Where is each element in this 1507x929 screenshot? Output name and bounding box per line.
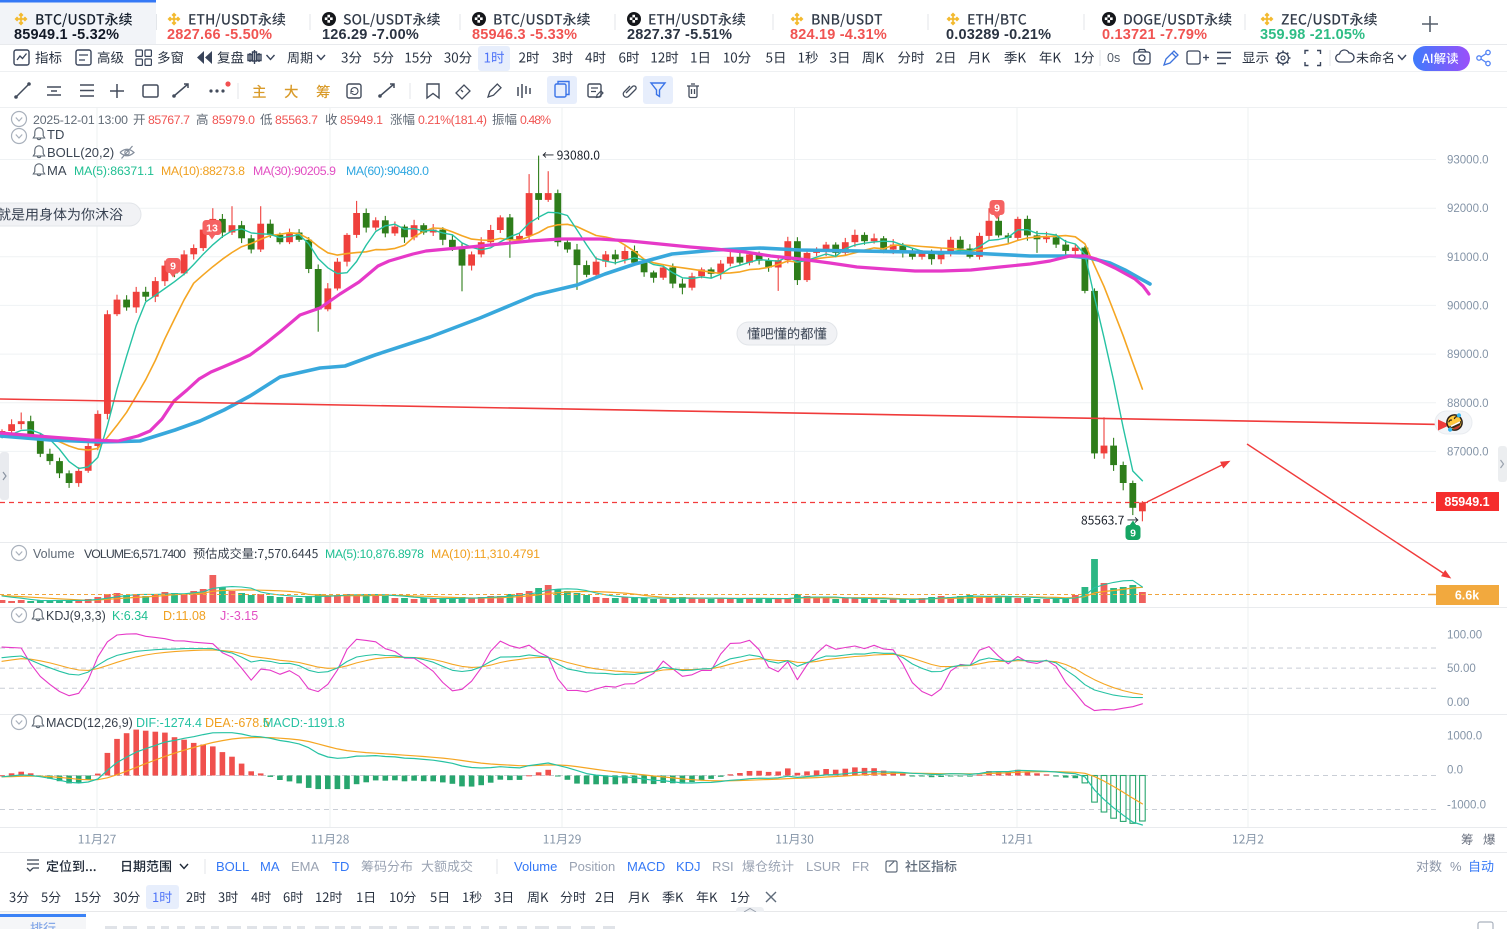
svg-text:MA(60):90480.0: MA(60):90480.0 <box>346 164 429 178</box>
svg-text:MA: MA <box>260 859 280 874</box>
svg-text:KDJ(9,3,3): KDJ(9,3,3) <box>46 609 106 623</box>
svg-text:93000.0: 93000.0 <box>1447 155 1489 167</box>
svg-text:85563.7: 85563.7 <box>275 113 318 127</box>
svg-text:13: 13 <box>206 222 218 234</box>
svg-text:2025-12-01 13:00: 2025-12-01 13:00 <box>33 113 128 127</box>
svg-text:J:-3.15: J:-3.15 <box>220 609 258 623</box>
svg-text:9: 9 <box>994 202 1000 214</box>
svg-text:MA: MA <box>47 163 67 178</box>
svg-text:92000.0: 92000.0 <box>1447 203 1489 215</box>
svg-text:89000.0: 89000.0 <box>1447 349 1489 361</box>
svg-text:0.48%: 0.48% <box>520 113 551 127</box>
svg-text:9: 9 <box>170 260 176 272</box>
svg-text:Volume: Volume <box>33 547 75 561</box>
svg-text:88000.0: 88000.0 <box>1447 398 1489 410</box>
svg-text:-1000.0: -1000.0 <box>1447 800 1486 812</box>
svg-text:85949.1: 85949.1 <box>340 113 383 127</box>
svg-text:85946.3 -5.33%: 85946.3 -5.33% <box>472 27 577 43</box>
svg-text:0.00: 0.00 <box>1447 697 1469 709</box>
svg-text:BOLL(20,2): BOLL(20,2) <box>47 145 114 160</box>
svg-text:0.21%(181.4): 0.21%(181.4) <box>418 113 487 127</box>
svg-text:1000.0: 1000.0 <box>1447 731 1482 743</box>
svg-text:K:6.34: K:6.34 <box>112 609 148 623</box>
svg-text:DIF:-1274.4: DIF:-1274.4 <box>136 716 202 730</box>
svg-text:0.03289 -0.21%: 0.03289 -0.21% <box>946 27 1051 43</box>
svg-text:87000.0: 87000.0 <box>1447 446 1489 458</box>
svg-text:MA(5):86371.1: MA(5):86371.1 <box>74 164 154 178</box>
svg-text:TD: TD <box>47 127 64 142</box>
svg-text:DEA:-678.5: DEA:-678.5 <box>205 716 270 730</box>
svg-text:9: 9 <box>1130 527 1136 539</box>
svg-text:6.6k: 6.6k <box>1455 589 1479 603</box>
svg-text:126.29 -7.00%: 126.29 -7.00% <box>322 27 419 43</box>
svg-text:85767.7: 85767.7 <box>148 113 190 127</box>
svg-text:0.0: 0.0 <box>1447 765 1463 777</box>
svg-text:MA(30):90205.9: MA(30):90205.9 <box>253 164 336 178</box>
svg-text:EMA: EMA <box>291 859 320 874</box>
svg-text:FR: FR <box>852 859 869 874</box>
svg-text:91000.0: 91000.0 <box>1447 252 1489 264</box>
svg-text:MACD(12,26,9): MACD(12,26,9) <box>46 716 133 730</box>
svg-text:VOLUME:6,571.7400: VOLUME:6,571.7400 <box>84 547 186 561</box>
svg-text:TD: TD <box>332 859 349 874</box>
svg-text:824.19 -4.31%: 824.19 -4.31% <box>790 27 887 43</box>
svg-text:Position: Position <box>569 859 615 874</box>
svg-text:D:11.08: D:11.08 <box>163 609 206 623</box>
svg-text:BOLL: BOLL <box>216 859 249 874</box>
svg-text:359.98 -21.05%: 359.98 -21.05% <box>1260 27 1365 43</box>
svg-text:0s: 0s <box>1107 51 1120 65</box>
svg-text:MACD:-1191.8: MACD:-1191.8 <box>263 716 345 730</box>
svg-text:100.00: 100.00 <box>1447 630 1482 642</box>
svg-text:KDJ: KDJ <box>676 859 701 874</box>
svg-text:Volume: Volume <box>514 859 557 874</box>
svg-text:LSUR: LSUR <box>806 859 841 874</box>
svg-text:0.13721 -7.79%: 0.13721 -7.79% <box>1102 27 1207 43</box>
svg-text:MA(10):88273.8: MA(10):88273.8 <box>161 164 245 178</box>
svg-text:2827.37 -5.51%: 2827.37 -5.51% <box>627 27 732 43</box>
svg-text:MA(10):11,310.4791: MA(10):11,310.4791 <box>431 547 540 561</box>
svg-text:90000.0: 90000.0 <box>1447 300 1489 312</box>
svg-text:MACD: MACD <box>627 859 665 874</box>
svg-text:MA(5):10,876.8978: MA(5):10,876.8978 <box>325 547 424 561</box>
svg-text:2827.66 -5.50%: 2827.66 -5.50% <box>167 27 272 43</box>
svg-text:85979.0: 85979.0 <box>212 113 255 127</box>
svg-text:85949.1: 85949.1 <box>1444 495 1489 509</box>
svg-text:85949.1 -5.32%: 85949.1 -5.32% <box>14 27 119 43</box>
svg-text:RSI: RSI <box>712 859 734 874</box>
svg-text:%: % <box>1450 859 1462 874</box>
svg-text:50.00: 50.00 <box>1447 663 1476 675</box>
